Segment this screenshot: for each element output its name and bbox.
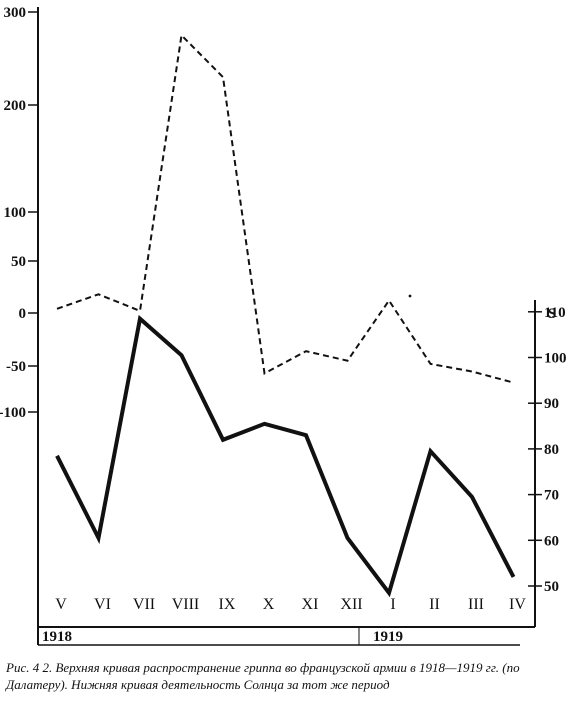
left-tick-label: -50 <box>6 359 26 375</box>
left-tick-label: 50 <box>11 254 26 270</box>
dashed-series-line <box>56 33 514 384</box>
month-label: X <box>263 596 275 613</box>
month-label: IV <box>509 596 526 613</box>
x-axis-month-labels: V VI VII VIII IX X XI XII I II III IV <box>55 596 526 613</box>
right-tick-label: 80 <box>544 442 559 458</box>
right-tick-label: 90 <box>544 396 559 412</box>
right-tick-label: 70 <box>544 488 559 504</box>
right-axis-ticks: S 110 100 90 80 70 60 50 <box>528 305 567 595</box>
chart: 300 200 100 50 0 -50 -100 S 110 100 90 80 70 60 50 V… <box>0 5 567 646</box>
figure-caption: Рис. 4 2. Верхняя кривая распространение… <box>6 660 520 692</box>
month-label: XI <box>302 596 319 613</box>
series-layer <box>55 33 516 598</box>
left-tick-label: -100 <box>0 405 26 421</box>
month-label: VII <box>133 596 155 613</box>
month-label: I <box>390 596 395 613</box>
left-tick-label: 0 <box>19 306 27 322</box>
month-label: VI <box>94 596 111 613</box>
right-axis-label: S <box>548 306 556 322</box>
month-label: IX <box>219 596 236 613</box>
right-tick-label: 50 <box>544 579 559 595</box>
year-label: 1918 <box>42 629 72 645</box>
right-tick-label: 110 <box>544 305 566 321</box>
left-axis-ticks: 300 200 100 50 0 -50 -100 <box>0 5 38 421</box>
year-label: 1919 <box>373 629 403 645</box>
x-axis-year-labels: 1918 1919 <box>42 627 403 645</box>
month-label: V <box>55 596 67 613</box>
left-tick-label: 200 <box>4 98 27 114</box>
month-label: XII <box>340 596 362 613</box>
solid-series-line <box>55 314 516 598</box>
chart-frame <box>37 7 536 646</box>
right-tick-label: 100 <box>544 351 567 367</box>
right-tick-label: 60 <box>544 533 559 549</box>
month-label: III <box>468 596 484 613</box>
left-tick-label: 300 <box>4 5 27 21</box>
stray-dot <box>408 294 412 298</box>
left-tick-label: 100 <box>4 205 27 221</box>
month-label: VIII <box>172 596 200 613</box>
month-label: II <box>429 596 440 613</box>
